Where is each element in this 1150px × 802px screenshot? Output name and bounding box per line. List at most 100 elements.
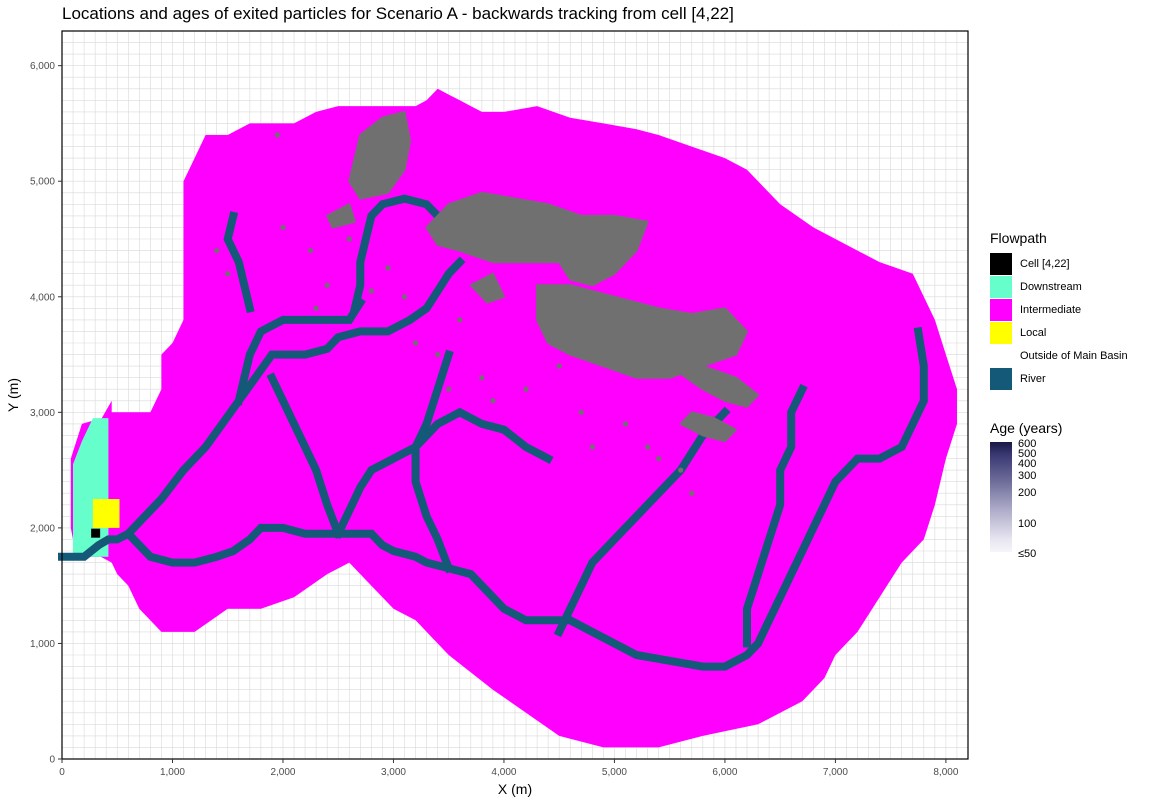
age-tick: 300 [1018,470,1037,482]
legend-label: Local [1020,326,1047,339]
particle-point [622,421,629,427]
particle-point [656,455,662,462]
legend-swatch [990,344,1012,367]
y-axis-ticks: 0 1,000 2,000 3,000 4,000 5,000 6,000 [30,61,62,766]
flowpath-legend-title: Flowpath [990,230,1047,246]
particle-point [274,132,281,138]
x-tick-label: 8,000 [933,767,958,778]
x-axis-label: X (m) [498,781,532,797]
particle-cluster [536,284,748,379]
legend-label: Downstream [1020,280,1082,293]
particle-point [479,375,485,381]
particle-point [368,288,374,294]
river-path [332,407,554,540]
particle-point [644,444,651,450]
x-axis-ticks: 0 1,000 2,000 3,000 4,000 5,000 6,000 7,000 8,00… [59,759,959,778]
x-tick-label: 2,000 [270,767,295,778]
legend-swatch [990,298,1012,321]
river-path [122,326,928,671]
legend-label: Cell [4,22] [1020,257,1070,270]
particle-point [385,265,391,271]
particle-point [225,271,231,277]
y-tick-label: 0 [49,755,55,766]
river-path [743,383,808,648]
legend-item-intermediate: Intermediate [990,298,1150,321]
river-path [411,349,454,574]
particle-point [446,386,452,392]
intermediate-zone [70,88,958,748]
x-tick-label: 1,000 [160,767,185,778]
age-tick: 100 [1018,518,1037,530]
particle-cluster [668,365,760,408]
particle-point [346,236,352,242]
x-tick-label: 7,000 [823,767,848,778]
y-tick-label: 4,000 [30,292,55,303]
particle-cluster [348,110,411,200]
flowpath-legend: Flowpath Cell [4,22] Downstream Intermed… [990,230,1150,390]
x-tick-label: 3,000 [381,767,406,778]
age-legend-title: Age (years) [990,420,1063,436]
particle-point [523,386,529,392]
y-tick-label: 2,000 [30,523,55,534]
particle-point [280,224,286,231]
legend-label: River [1020,372,1046,385]
river-path [553,406,731,638]
particle-cluster [679,411,737,443]
particle-cluster [425,191,649,287]
age-tick: 400 [1018,458,1037,470]
age-tick: 200 [1018,487,1037,499]
y-axis-label: Y (m) [5,378,21,412]
legend-item-cell: Cell [4,22] [990,252,1150,275]
particle-point [490,398,496,404]
river-path [233,297,366,406]
legend-item-local: Local [990,321,1150,344]
age-tick: ≤50 [1018,548,1037,560]
particle-point [578,409,584,415]
y-tick-label: 1,000 [30,639,55,650]
particle-point [307,247,314,254]
legend-item-river: River [990,367,1150,390]
x-tick-label: 0 [59,767,65,778]
panel-border [61,30,969,760]
age-tick: 600 [1018,438,1037,450]
x-tick-label: 4,000 [491,767,516,778]
particle-point [313,305,319,311]
river-path [349,194,444,314]
legend-swatch [990,252,1012,275]
particle-point [689,490,695,496]
y-tick-label: 5,000 [30,177,55,188]
particle-point [435,351,441,358]
age-tick: 500 [1018,448,1037,460]
legend-swatch [990,321,1012,344]
chart-plot: 0 1,000 2,000 3,000 4,000 5,000 6,000 7,000 8,00… [5,30,969,797]
basin-layer [58,88,958,748]
x-tick-label: 5,000 [602,767,627,778]
particle-point [412,340,419,346]
particle-point [324,282,330,288]
particle-point [401,294,408,300]
particle-point [457,317,463,323]
particle-point [214,247,220,254]
particle-cluster [469,272,505,304]
particle-point [678,467,684,473]
particles-layer [214,110,760,496]
age-colorbar [990,442,1012,552]
particle-point [556,363,562,369]
chart-title: Locations and ages of exited particles f… [62,4,734,23]
legend-label: Outside of Main Basin [1020,349,1128,362]
local-zone [92,499,120,528]
river-path [58,256,466,561]
legend-swatch [990,367,1012,390]
legend-item-outside: Outside of Main Basin [990,344,1150,367]
river-path [223,211,255,314]
legend-label: Intermediate [1020,303,1082,316]
particle-cluster [326,203,356,229]
river-path [266,372,344,539]
y-tick-label: 3,000 [30,408,55,419]
age-legend: Age (years) 600 500 400 300 200 100 ≤50 [990,420,1150,560]
y-tick-label: 6,000 [30,61,55,72]
particle-point [589,444,595,450]
cell-marker [91,528,101,538]
legend-swatch [990,275,1012,298]
legend-item-downstream: Downstream [990,275,1150,298]
